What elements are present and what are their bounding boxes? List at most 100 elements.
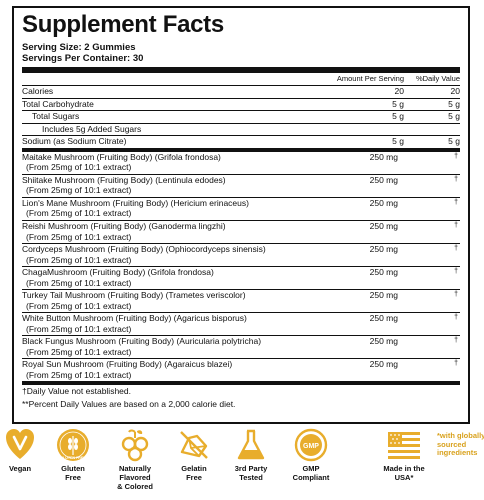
ingredient-row: Lion's Mane Mushroom (Fruiting Body) (He… <box>22 198 460 221</box>
ingredient-extract: (From 25mg of 10:1 extract) <box>26 254 132 265</box>
bottom-divider <box>22 382 460 386</box>
badge-row: Vegan GLUTEN FREE Gluten Free Naturally F… <box>0 428 484 500</box>
nutrient-name: Total Carbohydrate <box>22 98 94 109</box>
ingredient-dv: † <box>454 152 458 160</box>
ingredient-extract: (From 25mg of 10:1 extract) <box>26 277 132 288</box>
nutrient-dv <box>404 124 460 136</box>
ingredient-dv: † <box>454 175 458 183</box>
badge-gelatin-free: Gelatin Free <box>168 428 220 482</box>
ingredient-name: Maitake Mushroom (Fruiting Body) (Grifol… <box>22 151 221 162</box>
footnote-dv: †Daily Value not established. <box>22 386 131 397</box>
ingredient-extract: (From 25mg of 10:1 extract) <box>26 347 132 358</box>
ingredient-extract: (From 25mg of 10:1 extract) <box>26 300 132 311</box>
ingredient-name: Reishi Mushroom (Fruiting Body) (Ganoder… <box>22 220 226 231</box>
ingredient-row: Cordyceps Mushroom (Fruiting Body) (Ophi… <box>22 244 460 267</box>
gmp-seal-text: GMP <box>303 443 319 450</box>
berries-icon <box>121 429 149 462</box>
ingredient-extract: (From 25mg of 10:1 extract) <box>26 208 132 219</box>
badge-usa-label2: USA* <box>394 473 414 482</box>
amount-header: Amount Per Serving <box>336 74 404 83</box>
badge-gelatin-label1: Gelatin <box>181 464 207 473</box>
ingredient-name: Turkey Tail Mushroom (Fruiting Body) (Tr… <box>22 290 246 301</box>
ingredient-extract: (From 25mg of 10:1 extract) <box>26 162 132 173</box>
ingredient-row: Reishi Mushroom (Fruiting Body) (Ganoder… <box>22 221 460 244</box>
globally-sourced-note: *with globally sourced ingredients <box>437 431 484 457</box>
ingredient-dv: † <box>454 267 458 275</box>
nutrient-amount: 5 g <box>392 136 404 146</box>
medium-divider <box>22 148 460 152</box>
ingredient-extract: (From 25mg of 10:1 extract) <box>26 185 132 196</box>
ingredient-extract: (From 25mg of 10:1 extract) <box>26 323 132 334</box>
ingredient-name: White Button Mushroom (Fruiting Body) (A… <box>22 313 247 324</box>
ingredient-row: Royal Sun Mushroom (Fruiting Body) (Agar… <box>22 359 460 383</box>
ingredient-amount: 250 mg <box>369 174 398 185</box>
badge-gmp-label2: Compliant <box>292 473 330 482</box>
ingredient-dv: † <box>454 198 458 206</box>
ingredient-row: Black Fungus Mushroom (Fruiting Body) (A… <box>22 336 460 360</box>
ingredient-dv: † <box>454 337 458 345</box>
badge-gelatin-label2: Free <box>186 473 202 482</box>
ingredient-amount: 250 mg <box>369 151 398 162</box>
nutrient-row: Total Sugars 5 g 5 g <box>22 111 460 124</box>
ingredient-row: ChagaMushroom (Fruiting Body) (Grifola f… <box>22 266 460 291</box>
ingredient-name: Cordyceps Mushroom (Fruiting Body) (Ophi… <box>22 243 266 254</box>
badge-third-party: 3rd Party Tested <box>225 428 277 482</box>
supplement-facts-panel: Supplement Facts Serving Size: 2 Gummies… <box>12 6 470 424</box>
ingredient-amount: 250 mg <box>369 336 398 347</box>
ingredient-name: Royal Sun Mushroom (Fruiting Body) (Agar… <box>22 359 233 370</box>
vegan-heart-icon <box>6 429 34 459</box>
ingredient-dv: † <box>454 244 458 252</box>
badge-tested-label2: Tested <box>239 473 263 482</box>
badge-gluten-free: GLUTEN FREE Gluten Free <box>47 428 99 482</box>
ingredient-name: Lion's Mane Mushroom (Fruiting Body) (He… <box>22 197 249 208</box>
gelatin-free-icon <box>180 431 208 459</box>
servings-per-container: Servings Per Container: 30 <box>22 53 144 64</box>
nutrient-name: Total Sugars <box>32 111 80 121</box>
table-header: Amount Per Serving %Daily Value <box>22 73 460 86</box>
footnote-percent: **Percent Daily Values are based on a 2,… <box>22 398 236 409</box>
ingredient-amount: 250 mg <box>369 359 398 370</box>
nutrient-name: Calories <box>22 86 54 96</box>
ingredient-extract: (From 25mg of 10:1 extract) <box>26 370 132 381</box>
nutrient-dv: 5 g <box>448 136 460 146</box>
nutrient-dv: 5 g <box>448 98 460 109</box>
badge-natural-label2: & Colored <box>117 482 153 491</box>
nutrient-amount <box>314 124 404 136</box>
serving-size: Serving Size: 2 Gummies <box>22 42 136 53</box>
page-title: Supplement Facts <box>22 11 224 38</box>
nutrient-amount: 5 g <box>392 111 404 121</box>
ingredient-amount: 250 mg <box>369 266 398 277</box>
badge-gmp-label1: GMP <box>302 464 320 473</box>
ingredient-amount: 250 mg <box>369 290 398 301</box>
gluten-free-icon: GLUTEN FREE <box>57 429 89 461</box>
ingredient-row: White Button Mushroom (Fruiting Body) (A… <box>22 313 460 337</box>
gluten-free-seal-text: GLUTEN FREE <box>60 456 86 460</box>
ingredient-dv: † <box>454 291 458 299</box>
ingredient-amount: 250 mg <box>369 220 398 231</box>
ingredient-row: Shiitake Mushroom (Fruiting Body) (Lenti… <box>22 175 460 198</box>
ingredient-name: Black Fungus Mushroom (Fruiting Body) (A… <box>22 336 262 347</box>
badge-tested-label1: 3rd Party <box>234 464 268 473</box>
badge-gmp: GMP GMP Compliant <box>282 428 340 482</box>
nutrient-dv: 5 g <box>448 111 460 121</box>
ingredient-extract: (From 25mg of 10:1 extract) <box>26 231 132 242</box>
nutrient-amount: 5 g <box>392 98 404 109</box>
nutrient-row: Total Carbohydrate 5 g 5 g <box>22 98 460 111</box>
flask-icon <box>237 429 265 460</box>
ingredient-dv: † <box>454 360 458 368</box>
badge-natural-label1: Naturally Flavored <box>118 464 152 482</box>
nutrient-name: Sodium (as Sodium Citrate) <box>22 136 127 146</box>
ingredient-name: ChagaMushroom (Fruiting Body) (Grifola f… <box>22 266 214 277</box>
ingredient-row: Turkey Tail Mushroom (Fruiting Body) (Tr… <box>22 290 460 314</box>
ingredient-dv: † <box>454 221 458 229</box>
badge-vegan-label: Vegan <box>8 464 32 473</box>
nutrient-dv: 20 <box>450 86 460 96</box>
gmp-seal-icon: GMP <box>294 428 328 462</box>
nutrient-row: Calories 20 20 <box>22 86 460 99</box>
badge-gluten-label1: Gluten <box>61 464 85 473</box>
ingredient-amount: 250 mg <box>369 313 398 324</box>
badge-gluten-label2: Free <box>65 473 81 482</box>
badge-made-in-usa: Made in the USA* <box>375 428 433 482</box>
nutrient-amount: 20 <box>394 86 404 96</box>
